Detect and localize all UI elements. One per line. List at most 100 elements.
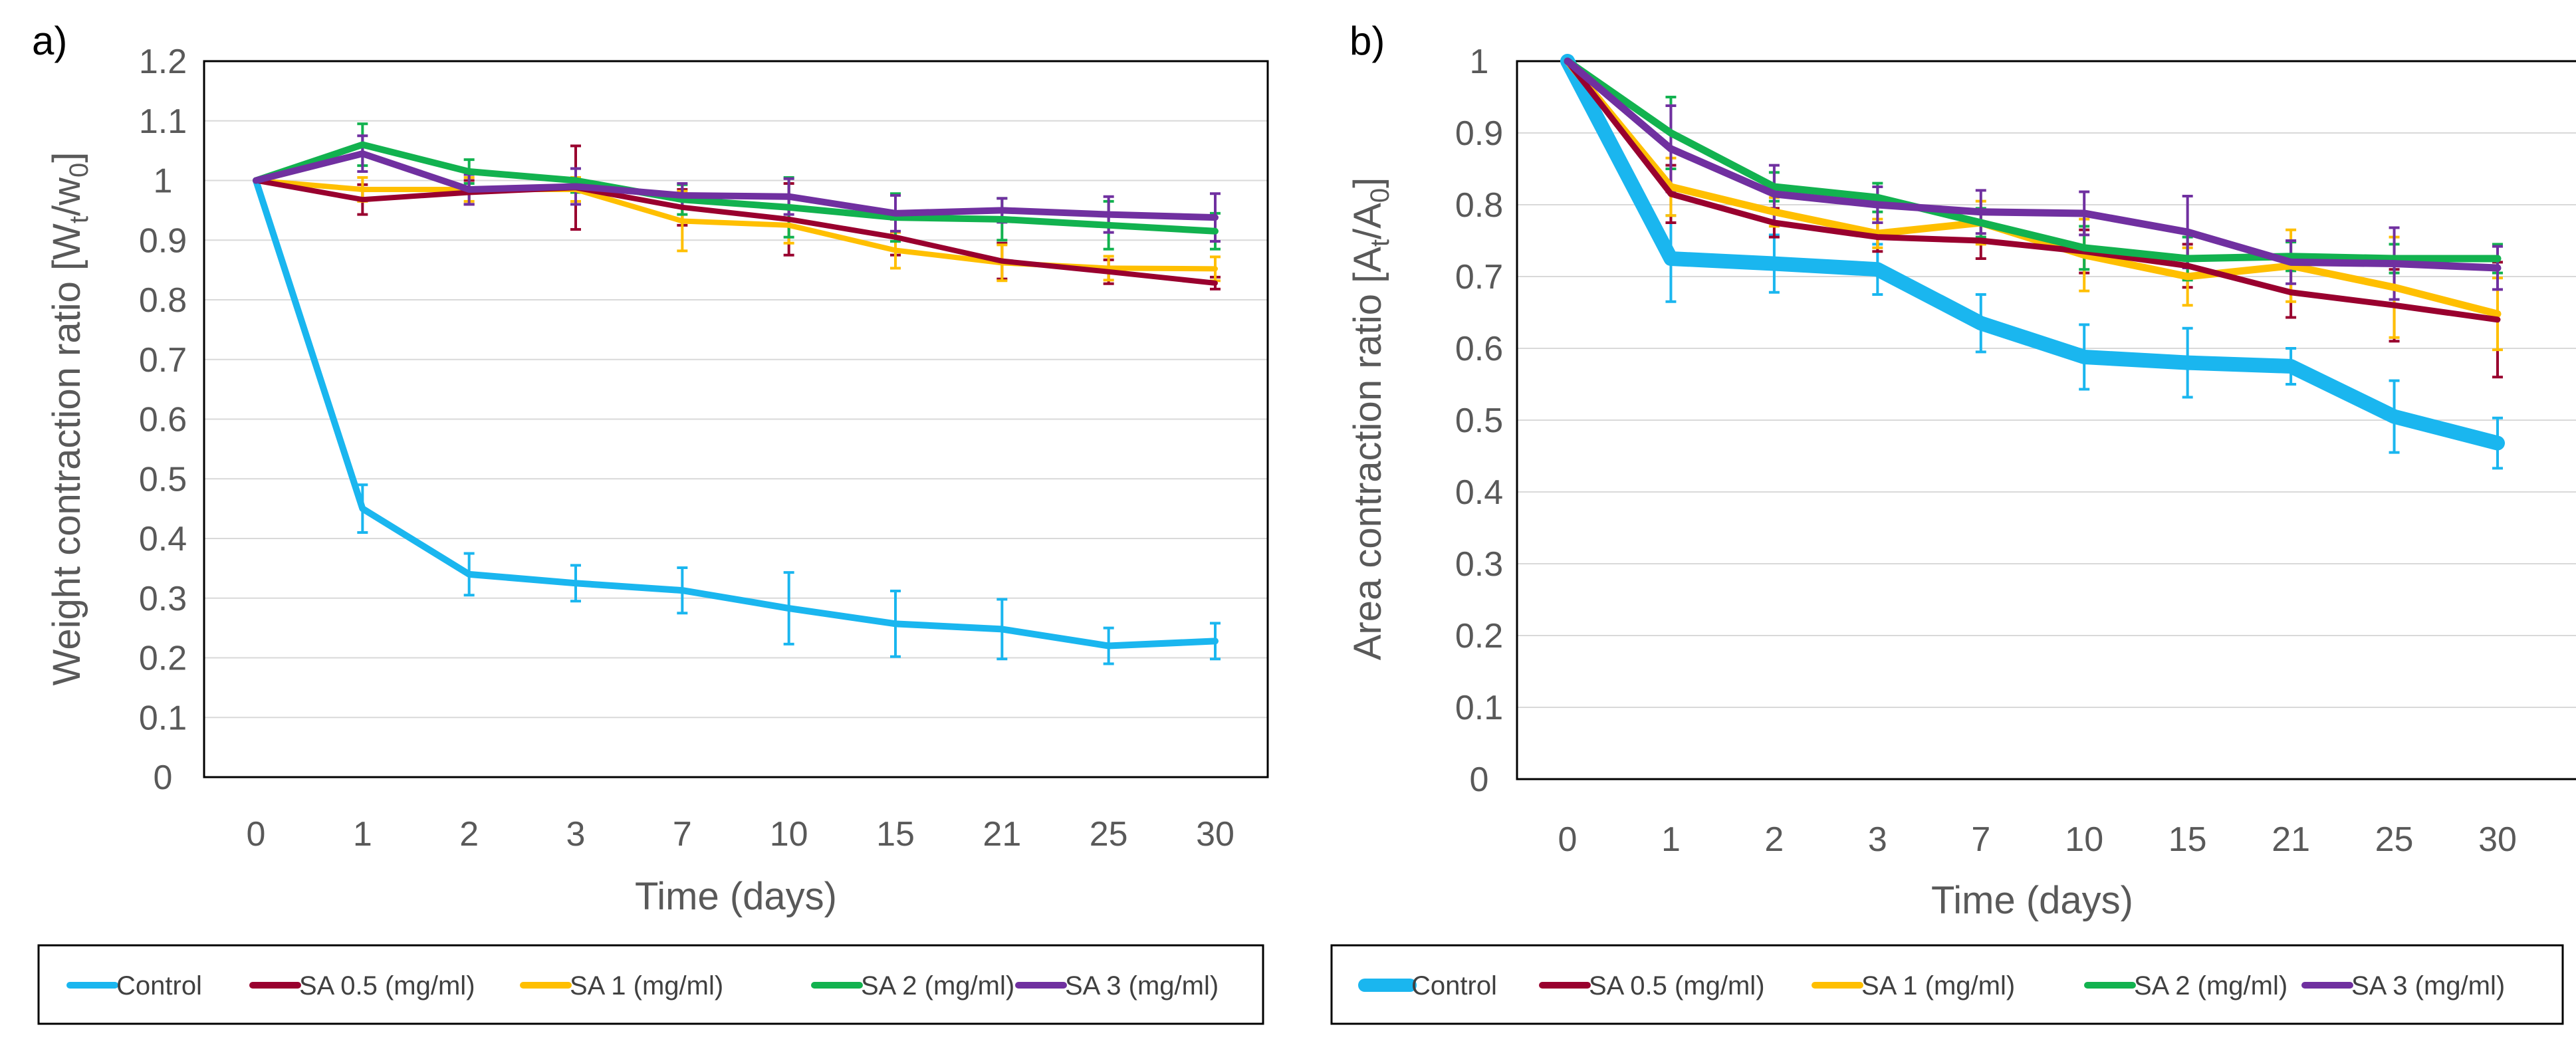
- a-x-tick-label: 3: [566, 815, 586, 854]
- panel-b-x-axis-title: Time (days): [1931, 879, 2133, 922]
- panel-a-ylabel-end: ]: [45, 152, 88, 163]
- panel-a-plot-frame: [203, 60, 1269, 778]
- a-legend-item-sa-3-mg-ml: SA 3 (mg/ml): [1015, 971, 1219, 1000]
- panel-a-ylabel-sub1: t: [64, 216, 94, 223]
- a-legend-item-control: Control: [66, 971, 202, 1000]
- b-series-line-sa-3-mg-ml: [1564, 57, 2502, 272]
- chart-panel-a: a) 0 0.1 0.2 0.3 0.4 0.5 0.6 0.7 0.8 0.9 1 1.1 1.2 0…: [32, 19, 1269, 1025]
- panel-b-y-axis-title: Area contraction ratio [At/A0]: [1346, 177, 1395, 661]
- b-y-tick-label: 0.5: [1455, 402, 1503, 440]
- panel-a-x-tick-labels: 0 1 2 3 7 10 15 21 25 30: [247, 815, 1234, 854]
- b-y-tick-label: 0.7: [1455, 258, 1503, 296]
- b-legend-item-sa-2-mg-ml: SA 2 (mg/ml): [2084, 971, 2287, 1000]
- a-series-line-control: [253, 177, 1219, 649]
- b-x-tick-label: 7: [1971, 820, 1990, 859]
- a-legend-item-sa-0-5-mg-ml: SA 0.5 (mg/ml): [249, 971, 475, 1000]
- b-legend-item-sa-1-mg-ml: SA 1 (mg/ml): [1812, 971, 2015, 1000]
- a-x-tick-label: 1: [353, 815, 372, 854]
- panel-b-ylabel-main: Area contraction ratio [A: [1346, 247, 1389, 661]
- panel-b-ylabel-mid: /A: [1346, 203, 1389, 239]
- a-legend-label: SA 2 (mg/ml): [861, 971, 1014, 1000]
- a-series-line-sa-3-mg-ml: [253, 150, 1219, 221]
- b-x-tick-label: 1: [1661, 820, 1681, 859]
- panel-b-legend-frame: [1330, 944, 2564, 1025]
- panel-b-plot-frame: [1516, 60, 2576, 780]
- panel-a-x-axis-title: Time (days): [635, 875, 837, 918]
- a-y-tick-label: 1.2: [139, 43, 187, 81]
- a-series-line-sa-0-5-mg-ml: [253, 177, 1218, 286]
- a-y-tick-label: 0.1: [139, 699, 187, 737]
- b-x-tick-label: 25: [2375, 820, 2414, 859]
- a-x-tick-label: 30: [1196, 815, 1234, 854]
- a-x-tick-label: 7: [673, 815, 692, 854]
- a-y-tick-label: 0.9: [139, 221, 187, 260]
- a-x-tick-label: 0: [247, 815, 266, 854]
- b-y-tick-label: 0.4: [1455, 473, 1503, 512]
- panel-b-series-lines: [1560, 54, 2505, 451]
- panel-a-gridlines: [204, 120, 1268, 719]
- a-y-tick-label: 1: [154, 162, 173, 201]
- b-y-tick-label: 0: [1470, 761, 1489, 799]
- b-series-line-control: [1560, 54, 2505, 451]
- panel-a-legend: Control SA 0.5 (mg/ml) SA 1 (mg/ml) SA 2 (m…: [66, 971, 1219, 1000]
- b-y-tick-label: 1: [1470, 43, 1489, 81]
- a-x-tick-label: 25: [1090, 815, 1128, 854]
- a-x-tick-label: 10: [770, 815, 808, 854]
- a-y-tick-label: 0.2: [139, 640, 187, 678]
- a-x-tick-label: 2: [459, 815, 479, 854]
- panel-b-y-tick-labels: 0 0.1 0.2 0.3 0.4 0.5 0.6 0.7 0.8 0.9 1: [1455, 43, 1503, 799]
- panel-a-ylabel-mid: /w: [45, 177, 88, 216]
- panel-a-y-tick-labels: 0 0.1 0.2 0.3 0.4 0.5 0.6 0.7 0.8 0.9 1 1.1 1.2: [139, 43, 187, 797]
- b-x-tick-label: 30: [2478, 820, 2517, 859]
- panel-a-ylabel-sub2: 0: [64, 163, 94, 177]
- a-y-tick-label: 0.7: [139, 341, 187, 380]
- b-x-tick-label: 2: [1764, 820, 1784, 859]
- panel-b-ylabel-sub2: 0: [1365, 188, 1395, 203]
- a-y-tick-label: 0.3: [139, 580, 187, 618]
- b-x-tick-label: 0: [1558, 820, 1578, 859]
- b-y-tick-label: 0.6: [1455, 330, 1503, 368]
- panel-a-error-bars: [357, 122, 1221, 665]
- b-y-tick-label: 0.1: [1455, 689, 1503, 727]
- b-x-tick-label: 3: [1868, 820, 1887, 859]
- a-y-tick-label: 0.6: [139, 401, 187, 439]
- b-series-line-sa-2-mg-ml: [1564, 57, 2502, 263]
- b-y-tick-label: 0.9: [1455, 114, 1503, 153]
- a-y-tick-label: 0.4: [139, 520, 187, 558]
- a-x-tick-label: 15: [876, 815, 915, 854]
- panel-a-label: a): [32, 19, 67, 63]
- a-y-tick-label: 0.5: [139, 460, 187, 499]
- b-legend-label: SA 1 (mg/ml): [1861, 971, 2015, 1000]
- b-series-line-sa-0-5-mg-ml: [1564, 58, 2501, 323]
- b-legend-label: Control: [1411, 971, 1497, 1000]
- b-x-tick-label: 10: [2065, 820, 2103, 859]
- panel-b-x-tick-labels: 0 1 2 3 7 10 15 21 25 30: [1558, 820, 2517, 859]
- panel-a-series-lines: [253, 141, 1219, 649]
- b-x-tick-label: 15: [2168, 820, 2207, 859]
- panel-b-ylabel-end: ]: [1346, 177, 1389, 188]
- b-legend-label: SA 0.5 (mg/ml): [1589, 971, 1765, 1000]
- panel-a-ylabel-main: Weight contraction ratio [W: [45, 223, 88, 685]
- b-y-tick-label: 0.3: [1455, 545, 1503, 584]
- a-x-tick-label: 21: [983, 815, 1021, 854]
- a-series-line-sa-2-mg-ml: [253, 141, 1219, 235]
- a-legend-label: Control: [116, 971, 202, 1000]
- a-y-tick-label: 1.1: [139, 102, 187, 141]
- b-legend-item-sa-3-mg-ml: SA 3 (mg/ml): [2301, 971, 2505, 1000]
- b-legend-label: SA 3 (mg/ml): [2351, 971, 2505, 1000]
- b-legend-item-control: Control: [1358, 971, 1497, 1000]
- a-y-tick-label: 0.8: [139, 281, 187, 320]
- panel-a-y-axis-title: Weight contraction ratio [Wt/w0]: [45, 152, 94, 686]
- panel-b-legend: Control SA 0.5 (mg/ml) SA 1 (mg/ml) SA 2 (m…: [1358, 971, 2505, 1000]
- a-legend-label: SA 0.5 (mg/ml): [299, 971, 475, 1000]
- b-y-tick-label: 0.8: [1455, 186, 1503, 225]
- a-legend-item-sa-2-mg-ml: SA 2 (mg/ml): [811, 971, 1014, 1000]
- b-legend-label: SA 2 (mg/ml): [2134, 971, 2287, 1000]
- a-legend-label: SA 3 (mg/ml): [1065, 971, 1219, 1000]
- b-y-tick-label: 0.2: [1455, 617, 1503, 655]
- panel-b-ylabel-sub1: t: [1365, 239, 1395, 247]
- b-legend-item-sa-0-5-mg-ml: SA 0.5 (mg/ml): [1539, 971, 1765, 1000]
- b-x-tick-label: 21: [2272, 820, 2310, 859]
- chart-panel-b: b) 0 0.1 0.2 0.3 0.4 0.5 0.6 0.7 0.8 0.9 1 0 1 2 3 7 10…: [1330, 19, 2576, 1025]
